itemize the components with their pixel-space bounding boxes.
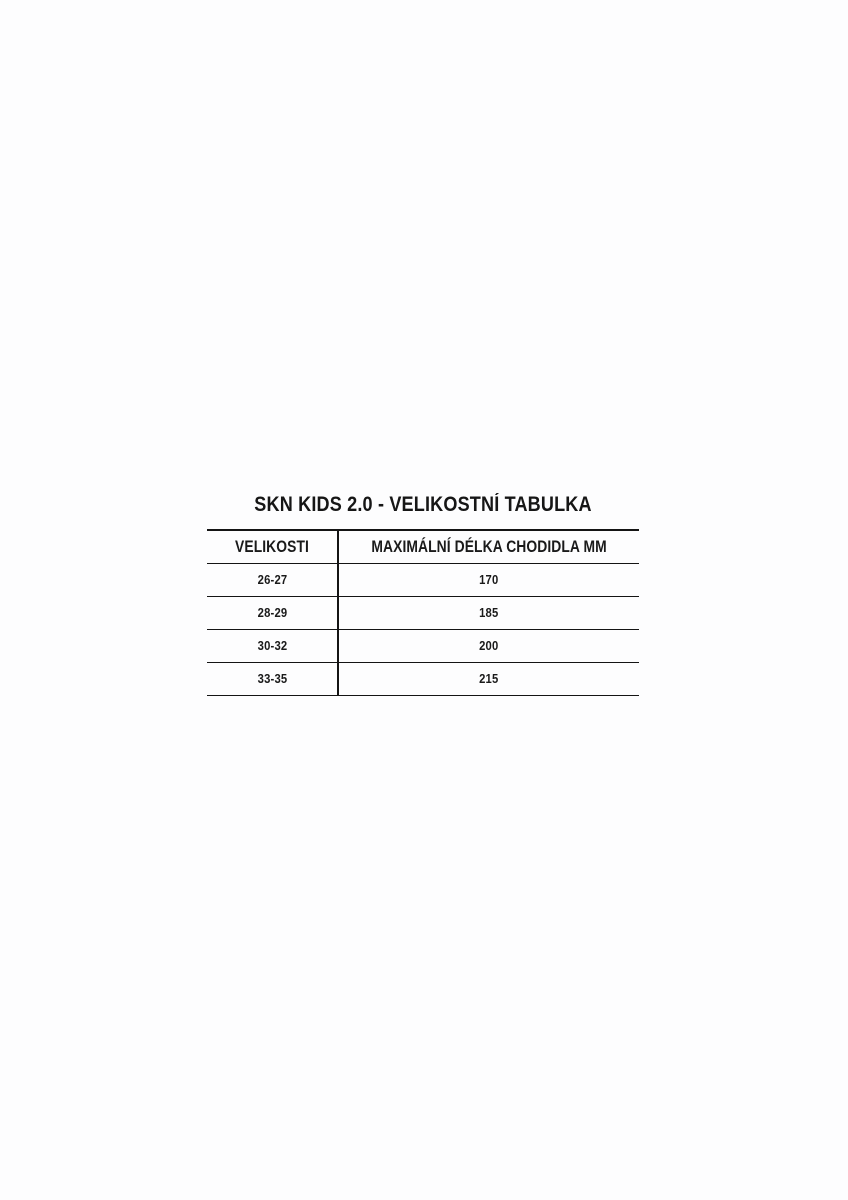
table-row: 33-35 215 [207, 662, 639, 696]
cell-value: 170 [338, 563, 639, 597]
cell-size: 33-35 [207, 662, 339, 696]
cell-value-label: 185 [479, 606, 499, 620]
column-header-max-length-label: MAXIMÁLNÍ DÉLKA CHODIDLA MM [371, 538, 607, 556]
size-chart-table: VELIKOSTI MAXIMÁLNÍ DÉLKA CHODIDLA MM 26… [207, 529, 639, 696]
cell-value-label: 200 [479, 639, 499, 653]
table-header-row: VELIKOSTI MAXIMÁLNÍ DÉLKA CHODIDLA MM [207, 529, 639, 564]
column-header-velikosti-label: VELIKOSTI [235, 538, 309, 556]
cell-value-label: 215 [479, 672, 499, 686]
cell-value: 200 [338, 629, 639, 663]
table-row: 26-27 170 [207, 563, 639, 597]
cell-size: 30-32 [207, 629, 339, 663]
cell-size-label: 26-27 [257, 573, 287, 587]
table-row: 28-29 185 [207, 596, 639, 630]
column-header-max-length: MAXIMÁLNÍ DÉLKA CHODIDLA MM [338, 529, 639, 564]
size-chart-block: SKN KIDS 2.0 - VELIKOSTNÍ TABULKA VELIKO… [207, 492, 639, 696]
cell-size: 28-29 [207, 596, 339, 630]
table-body: 26-27 170 28-29 185 30-32 [207, 563, 639, 696]
table-header: VELIKOSTI MAXIMÁLNÍ DÉLKA CHODIDLA MM [207, 529, 639, 564]
cell-size-label: 28-29 [257, 606, 287, 620]
page-title: SKN KIDS 2.0 - VELIKOSTNÍ TABULKA [254, 493, 592, 516]
cell-size-label: 33-35 [257, 672, 287, 686]
column-header-velikosti: VELIKOSTI [207, 529, 339, 564]
cell-value: 185 [338, 596, 639, 630]
cell-size-label: 30-32 [257, 639, 287, 653]
cell-value-label: 170 [479, 573, 499, 587]
cell-value: 215 [338, 662, 639, 696]
table-row: 30-32 200 [207, 629, 639, 663]
cell-size: 26-27 [207, 563, 339, 597]
